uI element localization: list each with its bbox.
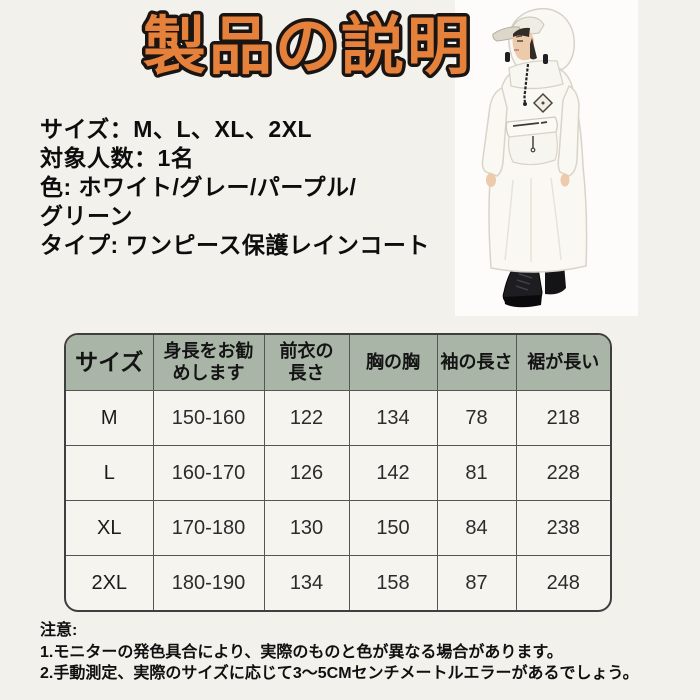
model-collar bbox=[508, 60, 564, 90]
cell-chest: 158 bbox=[348, 555, 438, 610]
cell-hem: 238 bbox=[515, 500, 610, 556]
model-left-sleeve bbox=[481, 86, 508, 177]
info-line-color2: グリーン bbox=[40, 203, 133, 229]
model-right-sleeve bbox=[557, 84, 580, 177]
info-line-people: 対象人数：1名 bbox=[40, 145, 195, 171]
cell-size: XL bbox=[66, 500, 154, 556]
col-header-height: 身長をお勧 めします bbox=[152, 335, 265, 391]
table-row-2xl: 2XL 180-190 134 158 87 248 bbox=[66, 555, 610, 610]
raincoat-model-illustration bbox=[481, 7, 588, 308]
cell-size: M bbox=[66, 390, 154, 446]
cell-sleeve: 84 bbox=[436, 500, 517, 556]
cell-height: 160-170 bbox=[152, 445, 265, 501]
cell-front-length: 122 bbox=[263, 390, 350, 446]
zipper-pull bbox=[523, 102, 527, 106]
col-header-hem: 裾が長い bbox=[515, 335, 610, 391]
cell-sleeve: 81 bbox=[436, 445, 517, 501]
model-boot-laces bbox=[515, 273, 533, 291]
cell-front-length: 126 bbox=[263, 445, 350, 501]
cell-height: 180-190 bbox=[152, 555, 265, 610]
size-table: サイズ 身長をお勧 めします 前衣の 長さ 胸の胸 袖の長さ 裾が長い M 15… bbox=[66, 335, 610, 610]
chest-logo-dot bbox=[541, 101, 545, 105]
coat-fold-lines bbox=[504, 177, 562, 262]
hood-toggle-left bbox=[505, 52, 510, 62]
col-header-size: サイズ bbox=[66, 335, 154, 391]
col-header-chest: 胸の胸 bbox=[348, 335, 438, 391]
table-row-m: M 150-160 122 134 78 218 bbox=[66, 390, 610, 446]
table-header-row: サイズ 身長をお勧 めします 前衣の 長さ 胸の胸 袖の長さ 裾が長い bbox=[66, 335, 610, 391]
page-title-text: 製品の説明 bbox=[143, 12, 473, 82]
model-hair bbox=[513, 27, 530, 37]
size-table-wrapper: サイズ 身長をお勧 めします 前衣の 長さ 胸の胸 袖の長さ 裾が長い M 15… bbox=[64, 333, 612, 612]
cell-hem: 248 bbox=[515, 555, 610, 610]
model-left-hand bbox=[486, 173, 496, 187]
hood-toggle-right bbox=[543, 54, 548, 64]
model-boot-sole bbox=[504, 295, 542, 308]
cell-size: L bbox=[66, 445, 154, 501]
pocket-zip-pull bbox=[530, 147, 536, 153]
cell-size: 2XL bbox=[66, 555, 154, 610]
note-line-1: 1.モニターの発色具合により、実際のものと色が異なる場合があります。 bbox=[40, 643, 563, 661]
cell-chest: 150 bbox=[348, 500, 438, 556]
cell-height: 150-160 bbox=[152, 390, 265, 446]
model-brow bbox=[515, 35, 523, 38]
model-right-hand bbox=[560, 173, 570, 187]
note-line-2: 2.手動測定、実際のサイズに応じて3～5CMセンチメートルエラーがあるでしょう。 bbox=[40, 665, 639, 682]
product-info: サイズ：M、L、XL、2XL 対象人数：1名 色: ホワイト/グレー/パープル/… bbox=[40, 115, 460, 260]
cell-hem: 218 bbox=[515, 390, 610, 446]
model-hair-wisp bbox=[530, 38, 537, 60]
cell-chest: 142 bbox=[348, 445, 438, 501]
info-line-type: タイプ: ワンピース保護レインコート bbox=[40, 232, 430, 258]
zipper-line bbox=[523, 63, 530, 103]
col-header-sleeve: 袖の長さ bbox=[436, 335, 517, 391]
table-row-l: L 160-170 126 142 81 228 bbox=[66, 445, 610, 501]
notes-heading: 注意: bbox=[40, 622, 78, 639]
info-line-size: サイズ：M、L、XL、2XL bbox=[40, 116, 313, 142]
cell-front-length: 130 bbox=[263, 500, 350, 556]
model-face bbox=[512, 29, 534, 61]
cell-sleeve: 78 bbox=[436, 390, 517, 446]
cell-front-length: 134 bbox=[263, 555, 350, 610]
model-photo bbox=[455, 0, 638, 316]
info-line-color: 色: ホワイト/グレー/パープル/ bbox=[40, 174, 357, 200]
notes: 注意: 1.モニターの発色具合により、実際のものと色が異なる場合があります。 2… bbox=[40, 620, 690, 685]
page-title: 製品の説明 bbox=[116, 0, 500, 90]
col-header-front-length: 前衣の 長さ bbox=[263, 335, 350, 391]
cell-height: 170-180 bbox=[152, 500, 265, 556]
table-row-xl: XL 170-180 130 150 84 238 bbox=[66, 500, 610, 556]
cell-chest: 134 bbox=[348, 390, 438, 446]
pocket-brand-mark bbox=[512, 121, 548, 127]
cell-sleeve: 87 bbox=[436, 555, 517, 610]
cell-hem: 228 bbox=[515, 445, 610, 501]
